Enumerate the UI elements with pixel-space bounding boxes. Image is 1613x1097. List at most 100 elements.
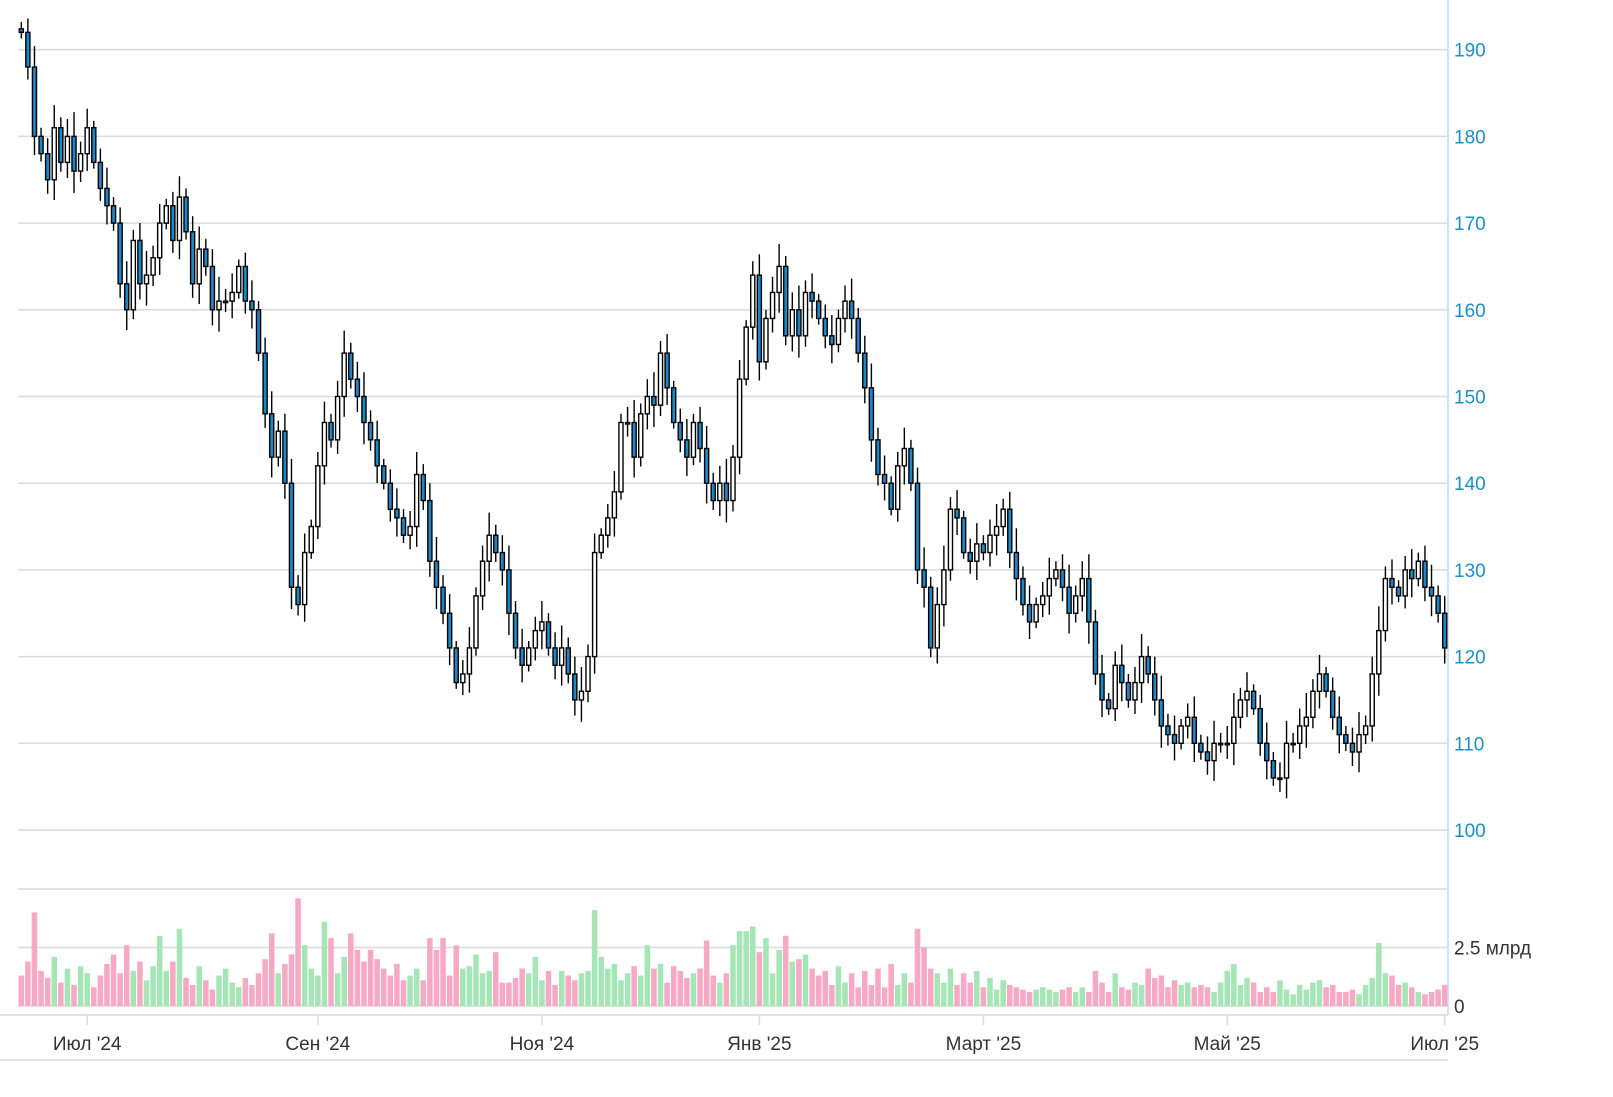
volume-bar (519, 968, 525, 1006)
candle-body (1264, 742, 1270, 762)
volume-bar (1039, 987, 1046, 1006)
candle-body (262, 352, 268, 415)
volume-bar (137, 961, 143, 1006)
candle-body (222, 300, 229, 304)
candle-body (176, 196, 183, 242)
candle-body (348, 352, 354, 380)
candle-body (611, 491, 618, 519)
candle-body (110, 205, 117, 224)
volume-bar (736, 931, 743, 1006)
volume-bar (578, 973, 585, 1006)
volume-bar (58, 982, 64, 1006)
candle-body (756, 274, 763, 363)
volume-bar (802, 954, 809, 1006)
candle-body (308, 525, 314, 554)
candle-body (268, 413, 275, 458)
candle-body (631, 421, 637, 458)
volume-bar (525, 973, 532, 1006)
candle-body (130, 239, 137, 311)
volume-bar (558, 970, 565, 1006)
candle-body (420, 473, 427, 502)
price-tick-label: 190 (1454, 41, 1486, 62)
price-tick-label: 100 (1454, 821, 1486, 842)
volume-bar (822, 970, 829, 1006)
candle-body (703, 447, 710, 484)
candle-body (512, 612, 519, 649)
volume-bar (1204, 987, 1211, 1006)
candle-body (71, 135, 77, 172)
candle-body (1046, 577, 1053, 597)
volume-bar (473, 954, 479, 1006)
volume-bar (117, 973, 123, 1006)
volume-bar (262, 959, 268, 1006)
volume-bar (1013, 987, 1020, 1006)
candle-body (644, 395, 651, 415)
volume-bar (1086, 991, 1092, 1006)
candle-body (1250, 690, 1257, 710)
candle-body (466, 647, 473, 675)
candle-body (301, 551, 308, 606)
time-tick-label: Сен '24 (285, 1034, 350, 1055)
volume-bar (301, 945, 308, 1006)
candle-body (1158, 699, 1165, 727)
candle-body (117, 222, 123, 285)
candle-body (1336, 716, 1343, 736)
volume-bar (1395, 984, 1402, 1006)
candle-body (229, 291, 235, 302)
volume-bar (710, 975, 716, 1006)
candle-body (38, 135, 44, 155)
candle-body (1007, 508, 1013, 554)
candle-body (769, 291, 776, 320)
volume-bar (295, 898, 301, 1006)
candle-body (730, 456, 736, 502)
volume-bar (433, 949, 440, 1006)
candle-body (1422, 560, 1428, 588)
volume-bar (104, 963, 110, 1006)
volume-bar (690, 973, 697, 1006)
volume-bar (901, 973, 908, 1006)
time-tick-label: Ноя '24 (510, 1034, 575, 1055)
candle-body (677, 421, 684, 441)
candle-body (1086, 577, 1092, 623)
volume-bar (1369, 977, 1375, 1006)
volume-bar (1316, 980, 1323, 1006)
candle-body (763, 317, 769, 363)
volume-bar (881, 987, 888, 1006)
volume-bar (77, 966, 84, 1006)
candle-body (170, 205, 176, 242)
volume-bar (743, 931, 749, 1006)
candle-body (750, 274, 756, 328)
volume-bar (407, 975, 413, 1006)
candle-body (1059, 569, 1066, 588)
volume-bar (288, 954, 295, 1006)
candle-body (183, 196, 189, 233)
candle-body (499, 551, 506, 571)
volume-bar (143, 980, 150, 1006)
candle-body (1244, 690, 1250, 701)
candle-body (1184, 716, 1191, 727)
price-tick-label: 150 (1454, 387, 1486, 408)
volume-bar (97, 975, 104, 1006)
volume-bar (756, 952, 763, 1006)
candle-body (1066, 586, 1072, 614)
candle-body (334, 395, 341, 441)
candle-body (605, 517, 611, 536)
volume-bar (1435, 989, 1441, 1006)
candle-body (367, 421, 374, 441)
candle-body (104, 187, 110, 207)
volume-bar (308, 968, 315, 1006)
volume-bar (84, 973, 90, 1006)
candle-body (1329, 690, 1336, 718)
candle-body (460, 673, 466, 684)
price-tick-label: 120 (1454, 648, 1486, 669)
volume-bar (1112, 973, 1118, 1006)
volume-bar (1079, 987, 1086, 1006)
volume-bar (842, 982, 848, 1006)
candle-body (1349, 742, 1356, 753)
candle-body (565, 647, 571, 675)
candle-body (64, 135, 71, 164)
volume-bar (1099, 982, 1105, 1006)
candle-body (1211, 742, 1217, 762)
candle-body (387, 482, 394, 510)
candle-body (967, 551, 973, 562)
